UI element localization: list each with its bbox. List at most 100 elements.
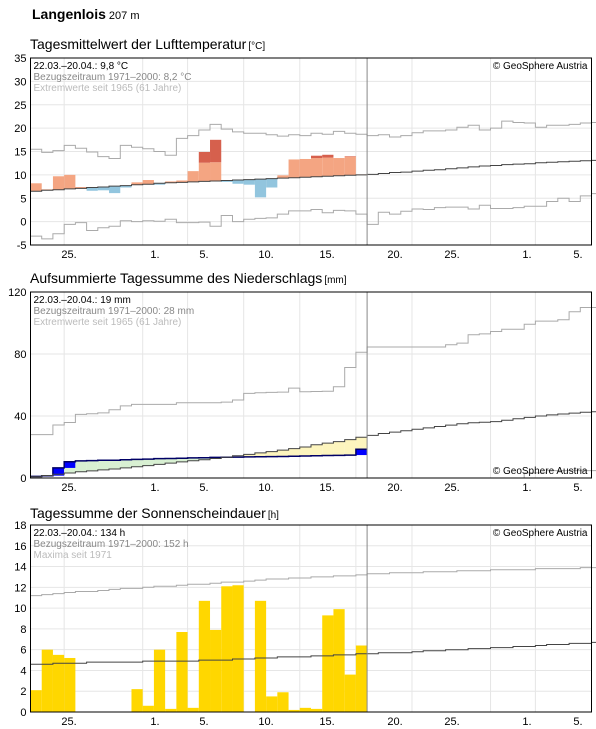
temperature-y-tick-label: 20 xyxy=(14,123,26,135)
temperature-title-text: Tagesmittelwert der Lufttemperatur xyxy=(30,36,247,52)
sunshine-x-tick-label: 20. xyxy=(387,716,402,728)
temperature-anomaly-bar xyxy=(153,183,166,185)
sunshine-y-tick-label: 10 xyxy=(14,603,26,615)
temperature-anomaly-bar xyxy=(299,158,311,178)
temperature-anomaly-bar xyxy=(198,162,211,182)
precipitation-x-tick-label: 5. xyxy=(199,482,208,494)
sunshine-bar xyxy=(187,707,199,712)
temperature-anomaly-bar xyxy=(187,171,199,182)
sunshine-title-text: Tagessumme der Sonnenscheindauer xyxy=(30,505,266,521)
precipitation-x-tick-label: 1. xyxy=(150,482,159,494)
temperature-anomaly-bar xyxy=(311,158,323,177)
sunshine-y-tick-label: 8 xyxy=(20,624,26,636)
temperature-anomaly-bar xyxy=(333,158,345,176)
sunshine-bar xyxy=(333,609,345,712)
temperature-unit: [°C] xyxy=(248,41,266,52)
precipitation-difference-area xyxy=(109,460,121,470)
precipitation-title-text: Aufsummierte Tagessumme des Niederschlag… xyxy=(30,270,323,286)
sunshine-bar xyxy=(322,615,334,712)
temperature-x-tick-label: 10. xyxy=(258,249,273,261)
temperature-anomaly-bar xyxy=(86,187,98,191)
precipitation-x-tick-label: 25. xyxy=(61,482,76,494)
temperature-anomaly-bar xyxy=(344,156,356,176)
sunshine-bar xyxy=(232,585,244,712)
sunshine-y-tick-label: 18 xyxy=(14,520,26,532)
temperature-anomaly-bar xyxy=(210,162,222,181)
temperature-x-tick-label: 25. xyxy=(444,249,459,261)
sunshine-x-tick-label: 10. xyxy=(258,716,273,728)
temperature-y-tick-label: 30 xyxy=(14,76,26,88)
precipitation-difference-area xyxy=(299,447,311,456)
sunshine-bar xyxy=(198,600,211,712)
temperature-anomaly-bar xyxy=(277,175,289,179)
temperature-anomaly-bar xyxy=(165,181,177,183)
sunshine-bar xyxy=(210,629,222,712)
sunshine-bar xyxy=(52,654,65,712)
precipitation-x-tick-label: 15. xyxy=(319,482,334,494)
temperature-reference-line xyxy=(30,159,596,192)
sunshine-bar xyxy=(288,709,300,712)
sunshine-title: Tagessumme der Sonnenscheindauer [h] xyxy=(30,505,279,521)
precipitation-difference-area xyxy=(277,450,289,457)
temperature-anomaly-bar xyxy=(243,179,255,185)
precipitation-difference-area xyxy=(254,452,267,457)
precipitation-difference-area xyxy=(131,459,143,467)
temperature-anomaly-bar xyxy=(120,185,132,188)
precipitation-difference-area xyxy=(243,454,255,457)
sunshine-y-tick-label: 6 xyxy=(20,645,26,657)
precipitation-difference-area xyxy=(142,459,154,466)
temperature-anomaly-bar xyxy=(142,180,154,185)
sunshine-unit: [h] xyxy=(267,510,279,521)
temperature-x-tick-label: 1. xyxy=(522,249,531,261)
sunshine-x-tick-label: 15. xyxy=(319,716,334,728)
sunshine-x-tick-label: 1. xyxy=(150,716,159,728)
sunshine-reference-line xyxy=(30,641,596,665)
precipitation-daily-amount-bar xyxy=(64,461,76,468)
sunshine-x-tick-label: 25. xyxy=(444,716,459,728)
temperature-x-tick-label: 25. xyxy=(61,249,76,261)
precipitation-copyright: © GeoSphere Austria xyxy=(493,466,588,477)
temperature-plot-frame xyxy=(30,57,592,246)
sunshine-bar xyxy=(299,707,311,712)
sunshine-bar xyxy=(64,657,76,712)
station-name: Langenlois xyxy=(32,6,106,22)
temperature-anomaly-bar xyxy=(221,180,233,182)
temperature-info-line: Bezugszeitraum 1971–2000: 8,2 °C xyxy=(34,72,192,83)
precipitation-difference-area xyxy=(165,458,177,464)
temperature-y-tick-label: 15 xyxy=(14,147,26,159)
temperature-copyright: © GeoSphere Austria xyxy=(493,61,588,72)
sunshine-bar xyxy=(221,586,233,712)
temperature-anomaly-bar-strong xyxy=(198,151,211,163)
temperature-y-tick-label: 35 xyxy=(14,53,26,65)
temperature-anomaly-bar xyxy=(322,157,334,177)
precipitation-daily-amount-bar xyxy=(355,449,368,456)
sunshine-bar xyxy=(311,708,323,712)
precipitation-info-line: Extremwerte seit 1965 (61 Jahre) xyxy=(34,317,182,328)
sunshine-y-tick-label: 2 xyxy=(20,686,26,698)
sunshine-bar xyxy=(153,649,166,712)
precipitation-difference-area xyxy=(120,459,132,468)
precipitation-x-tick-label: 5. xyxy=(573,482,582,494)
sunshine-bar xyxy=(165,708,177,712)
sunshine-bar xyxy=(266,696,278,712)
temperature-anomaly-bar-strong xyxy=(311,155,323,159)
sunshine-y-tick-label: 16 xyxy=(14,541,26,553)
precipitation-difference-area xyxy=(311,444,323,456)
temperature-x-tick-label: 20. xyxy=(387,249,402,261)
precipitation-info-line: Bezugszeitraum 1971–2000: 28 mm xyxy=(34,306,195,317)
sunshine-bar xyxy=(254,600,267,712)
temperature-anomaly-bar xyxy=(64,174,76,189)
temperature-anomaly-bar xyxy=(75,187,87,189)
precipitation-difference-area xyxy=(198,457,211,460)
temperature-y-tick-label: 25 xyxy=(14,100,26,112)
precipitation-difference-area xyxy=(97,460,110,470)
precipitation-reference-line xyxy=(30,411,596,478)
precipitation-x-tick-label: 10. xyxy=(258,482,273,494)
precipitation-x-tick-label: 20. xyxy=(387,482,402,494)
sunshine-maxima-line xyxy=(30,567,596,597)
precipitation-difference-area xyxy=(333,441,345,456)
temperature-anomaly-bar xyxy=(52,176,65,190)
temperature-y-tick-label: 0 xyxy=(20,217,26,229)
temperature-anomaly-bar xyxy=(232,180,244,184)
